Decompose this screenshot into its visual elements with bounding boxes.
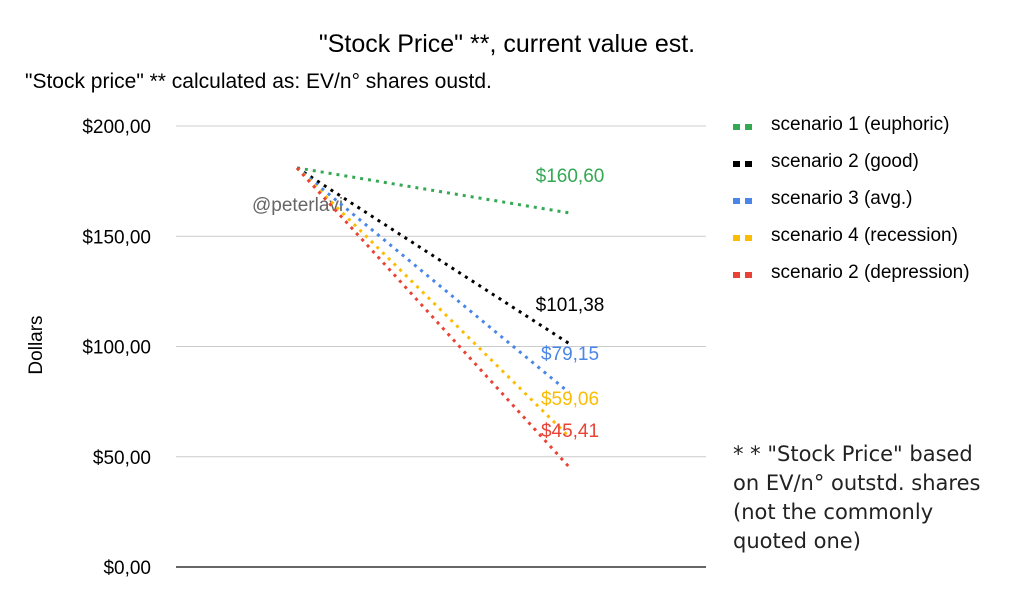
series-line-1 xyxy=(296,166,570,215)
y-tick-label: $0,00 xyxy=(103,558,151,579)
legend-swatch xyxy=(733,272,759,278)
y-axis-label: Dollars xyxy=(26,315,47,374)
chart-subtitle: "Stock price" ** calculated as: EV/n° sh… xyxy=(25,70,492,93)
footnote: * * "Stock Price" based on EV/n° outstd.… xyxy=(733,442,981,553)
y-tick-label: $150,00 xyxy=(82,227,151,248)
y-tick-labels: $0,00 $50,00 $100,00 $150,00 $200,00 xyxy=(82,117,151,579)
y-tick-label: $100,00 xyxy=(82,338,151,359)
gridlines xyxy=(176,125,706,568)
series-line-2 xyxy=(296,166,570,345)
legend-label: scenario 4 (recession) xyxy=(771,225,958,246)
series-line-4 xyxy=(295,166,571,438)
series-line-5 xyxy=(295,166,571,468)
legend-swatch xyxy=(733,161,759,167)
series-lines xyxy=(295,166,571,468)
data-label-4: $59,06 xyxy=(541,389,599,410)
legend-label: scenario 3 (avg.) xyxy=(771,188,913,209)
legend-swatch xyxy=(733,124,759,130)
y-tick-label: $50,00 xyxy=(93,448,151,469)
series-line-3 xyxy=(296,166,570,394)
y-tick-label: $200,00 xyxy=(82,117,151,138)
watermark-text: @peterlavi xyxy=(252,195,343,216)
legend-label: scenario 1 (euphoric) xyxy=(771,114,950,135)
data-label-3: $79,15 xyxy=(541,344,599,365)
data-labels: $160,60 $101,38 $79,15 $59,06 $45,41 xyxy=(536,166,605,442)
legend-label: scenario 2 (depression) xyxy=(771,262,970,283)
legend-label: scenario 2 (good) xyxy=(771,151,919,172)
legend-swatch xyxy=(733,235,759,241)
legend-swatch xyxy=(733,198,759,204)
chart-title: "Stock Price" **, current value est. xyxy=(318,30,696,58)
data-label-1: $160,60 xyxy=(536,166,605,187)
data-label-5: $45,41 xyxy=(541,421,599,442)
data-label-2: $101,38 xyxy=(536,295,605,316)
